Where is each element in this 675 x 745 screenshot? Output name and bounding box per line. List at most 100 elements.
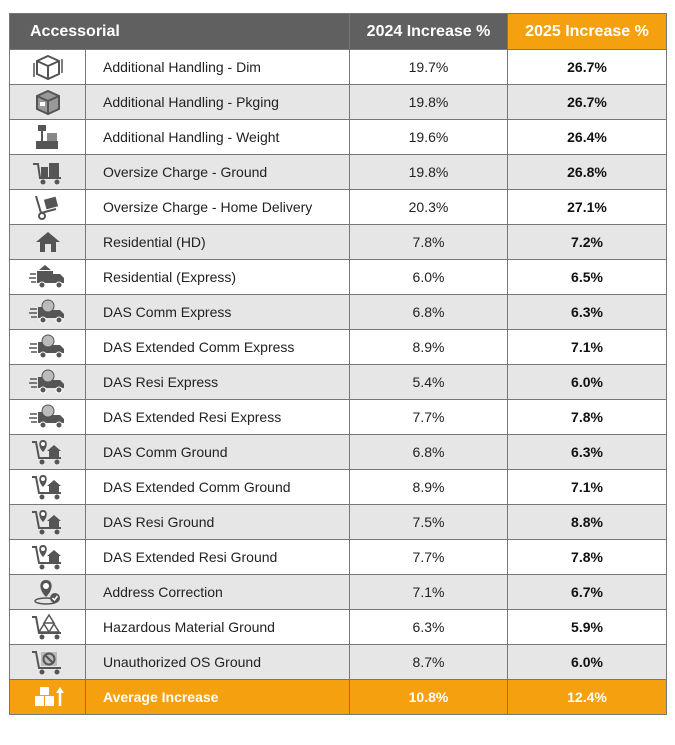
header-accessorial: Accessorial xyxy=(9,13,350,50)
row-icon-cell xyxy=(9,469,86,505)
average-increase-row: Average Increase 10.8% 12.4% xyxy=(9,679,667,715)
row-icon-cell xyxy=(9,49,86,85)
accessorial-name: DAS Comm Express xyxy=(85,294,350,330)
row-icon-cell xyxy=(9,224,86,260)
row-icon-cell xyxy=(9,364,86,400)
average-2024-value: 10.8% xyxy=(349,679,508,715)
cart-hazard-icon xyxy=(10,613,85,641)
increase-2024-value: 6.8% xyxy=(349,294,508,330)
express-truck-icon xyxy=(10,369,85,395)
accessorial-name: Oversize Charge - Home Delivery xyxy=(85,189,350,225)
table-row: DAS Extended Resi Ground 7.7% 7.8% xyxy=(9,539,667,575)
row-icon-cell xyxy=(9,609,86,645)
accessorial-name: Hazardous Material Ground xyxy=(85,609,350,645)
cart-location-house-icon xyxy=(10,508,85,536)
increase-2025-value: 6.3% xyxy=(507,294,667,330)
average-increase-label: Average Increase xyxy=(85,679,350,715)
increase-2025-value: 26.7% xyxy=(507,84,667,120)
row-icon-cell xyxy=(9,504,86,540)
accessorial-name: Address Correction xyxy=(85,574,350,610)
increase-2024-value: 7.1% xyxy=(349,574,508,610)
row-icon-cell xyxy=(9,434,86,470)
table-row: Additional Handling - Dim 19.7% 26.7% xyxy=(9,49,667,85)
table-row: Additional Handling - Pkging 19.8% 26.7% xyxy=(9,84,667,120)
table-row: DAS Resi Ground 7.5% 8.8% xyxy=(9,504,667,540)
average-2025-value: 12.4% xyxy=(507,679,667,715)
accessorial-name: DAS Extended Comm Ground xyxy=(85,469,350,505)
table-row: Additional Handling - Weight 19.6% 26.4% xyxy=(9,119,667,155)
increase-2024-value: 5.4% xyxy=(349,364,508,400)
express-truck-icon xyxy=(10,334,85,360)
row-icon-cell xyxy=(9,574,86,610)
row-icon-cell xyxy=(9,84,86,120)
accessorial-name: Unauthorized OS Ground xyxy=(85,644,350,680)
increase-2025-value: 6.0% xyxy=(507,364,667,400)
accessorial-name: DAS Resi Ground xyxy=(85,504,350,540)
accessorial-name: DAS Extended Resi Ground xyxy=(85,539,350,575)
table-row: Residential (HD) 7.8% 7.2% xyxy=(9,224,667,260)
table-row: DAS Extended Comm Ground 8.9% 7.1% xyxy=(9,469,667,505)
accessorial-name: DAS Resi Express xyxy=(85,364,350,400)
increase-2024-value: 7.7% xyxy=(349,539,508,575)
header-2025-increase: 2025 Increase % xyxy=(507,13,667,50)
increase-2024-value: 19.8% xyxy=(349,154,508,190)
increase-2025-value: 7.2% xyxy=(507,224,667,260)
table-row: Oversize Charge - Home Delivery 20.3% 27.1… xyxy=(9,189,667,225)
header-2024-increase: 2024 Increase % xyxy=(349,13,508,50)
accessorial-name: Additional Handling - Dim xyxy=(85,49,350,85)
accessorial-name: DAS Extended Comm Express xyxy=(85,329,350,365)
increase-2024-value: 8.9% xyxy=(349,329,508,365)
increase-2025-value: 6.0% xyxy=(507,644,667,680)
row-icon-cell xyxy=(9,539,86,575)
increase-2024-value: 7.7% xyxy=(349,399,508,435)
increase-2024-value: 19.6% xyxy=(349,119,508,155)
table-row: DAS Comm Express 6.8% 6.3% xyxy=(9,294,667,330)
increase-2025-value: 6.5% xyxy=(507,259,667,295)
increase-2025-value: 8.8% xyxy=(507,504,667,540)
accessorial-name: DAS Comm Ground xyxy=(85,434,350,470)
increase-2024-value: 6.3% xyxy=(349,609,508,645)
table-row: Unauthorized OS Ground 8.7% 6.0% xyxy=(9,644,667,680)
table-row: DAS Resi Express 5.4% 6.0% xyxy=(9,364,667,400)
house-icon xyxy=(10,229,85,255)
table-header-row: Accessorial 2024 Increase % 2025 Increas… xyxy=(9,13,667,50)
cart-boxes-icon xyxy=(10,158,85,186)
increase-2024-value: 6.0% xyxy=(349,259,508,295)
table-row: DAS Comm Ground 6.8% 6.3% xyxy=(9,434,667,470)
accessorial-name: Oversize Charge - Ground xyxy=(85,154,350,190)
accessorial-increase-table: Accessorial 2024 Increase % 2025 Increas… xyxy=(9,13,667,715)
location-check-icon xyxy=(10,578,85,606)
increase-2024-value: 19.8% xyxy=(349,84,508,120)
increase-2024-value: 8.9% xyxy=(349,469,508,505)
cart-location-house-icon xyxy=(10,543,85,571)
scale-weight-icon xyxy=(10,123,85,151)
increase-2025-value: 5.9% xyxy=(507,609,667,645)
boxes-up-arrow-icon xyxy=(10,684,85,710)
accessorial-name: Additional Handling - Weight xyxy=(85,119,350,155)
row-icon-cell xyxy=(9,154,86,190)
increase-2025-value: 26.8% xyxy=(507,154,667,190)
package-icon xyxy=(10,88,85,116)
increase-2024-value: 7.5% xyxy=(349,504,508,540)
table-row: Residential (Express) 6.0% 6.5% xyxy=(9,259,667,295)
row-icon-cell xyxy=(9,189,86,225)
increase-2025-value: 7.8% xyxy=(507,539,667,575)
increase-2024-value: 8.7% xyxy=(349,644,508,680)
average-icon-cell xyxy=(9,679,86,715)
box-dimensions-icon xyxy=(10,53,85,81)
increase-2025-value: 7.1% xyxy=(507,469,667,505)
increase-2024-value: 20.3% xyxy=(349,189,508,225)
row-icon-cell xyxy=(9,399,86,435)
increase-2025-value: 7.8% xyxy=(507,399,667,435)
increase-2024-value: 6.8% xyxy=(349,434,508,470)
increase-2025-value: 6.7% xyxy=(507,574,667,610)
table-body: Additional Handling - Dim 19.7% 26.7% Addit… xyxy=(9,49,667,715)
table-row: Oversize Charge - Ground 19.8% 26.8% xyxy=(9,154,667,190)
increase-2025-value: 26.4% xyxy=(507,119,667,155)
increase-2025-value: 6.3% xyxy=(507,434,667,470)
increase-2025-value: 27.1% xyxy=(507,189,667,225)
row-icon-cell xyxy=(9,119,86,155)
increase-2024-value: 19.7% xyxy=(349,49,508,85)
accessorial-name: Residential (Express) xyxy=(85,259,350,295)
row-icon-cell xyxy=(9,259,86,295)
